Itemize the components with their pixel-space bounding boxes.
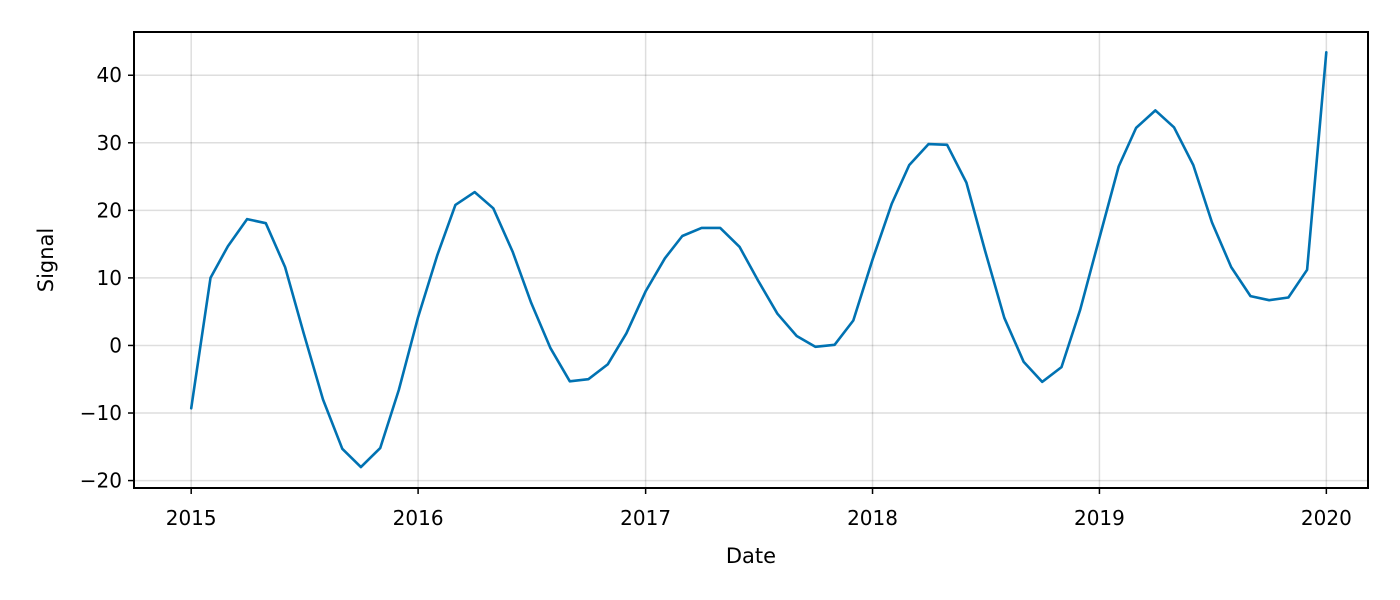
y-tick-label: 10 — [97, 266, 122, 290]
axis-ticks: 2015 2016 2017 2018 2019 2020 −20 −10 0 10 20 30 40 — [80, 63, 1352, 530]
series-layer — [189, 50, 1328, 469]
grid — [134, 32, 1368, 488]
y-tick-label: 0 — [109, 333, 122, 357]
y-axis-title: Signal — [34, 228, 58, 293]
y-tick-label: 20 — [97, 198, 122, 222]
series-line — [189, 50, 1328, 469]
plot-area-frame — [133, 31, 1369, 489]
x-tick-label: 2019 — [1074, 506, 1125, 530]
y-tick-label: 40 — [97, 63, 122, 87]
x-tick-label: 2018 — [847, 506, 898, 530]
x-tick-label: 2017 — [620, 506, 671, 530]
x-tick-label: 2016 — [393, 506, 444, 530]
x-tick-label: 2015 — [166, 506, 217, 530]
y-tick-label: −10 — [80, 401, 122, 425]
x-tick-label: 2020 — [1301, 506, 1352, 530]
y-tick-label: 30 — [97, 131, 122, 155]
y-tick-label: −20 — [80, 469, 122, 493]
x-axis-title: Date — [726, 544, 776, 568]
